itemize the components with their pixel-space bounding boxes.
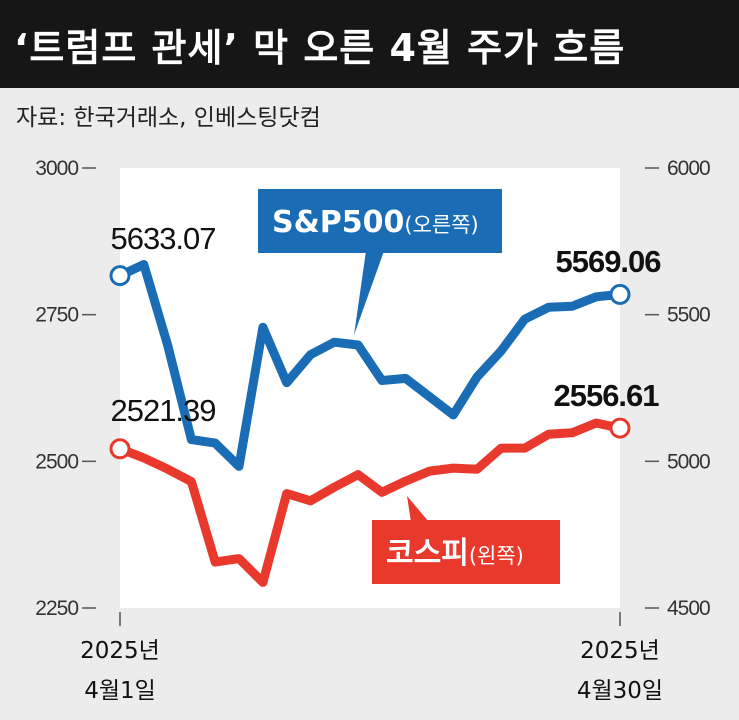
left-tick-label: 3000 — [35, 157, 78, 180]
sp500-callout-label: S&P500(오른쪽) — [272, 205, 479, 240]
kospi-end-value-label: 2556.61 — [553, 378, 659, 413]
right-tick-label: 5500 — [667, 304, 710, 327]
x-tick-label-day: 4월30일 — [577, 678, 663, 704]
source-note: 자료: 한국거래소, 인베스팅닷컴 — [16, 105, 321, 131]
kospi-callout-pointer — [407, 496, 429, 522]
right-tick-label: 5000 — [667, 450, 710, 473]
sp500-callout-name: S&P500 — [272, 205, 404, 240]
x-tick-label-day: 4월1일 — [84, 678, 156, 704]
kospi-start-value-label: 2521.39 — [110, 393, 215, 428]
kospi-start-marker — [109, 438, 131, 460]
axes: 3000 2750 2500 2250 6000 5500 5000 4500 2025년 4월1… — [35, 157, 711, 704]
sp500-end-value-label: 5569.06 — [555, 244, 661, 279]
left-tick-label: 2250 — [35, 597, 78, 620]
x-tick-label-year: 2025년 — [580, 638, 660, 664]
sp500-callout-axis-note: (오른쪽) — [404, 213, 478, 237]
sp500-line — [115, 260, 625, 471]
x-tick-label-year: 2025년 — [80, 638, 160, 664]
sp500-start-value-label: 5633.07 — [110, 221, 215, 256]
kospi-callout-name: 코스피 — [386, 536, 469, 571]
left-tick-label: 2500 — [35, 450, 78, 473]
kospi-line — [115, 418, 625, 587]
chart-title: ‘트럼프 관세’ 막 오른 4월 주가 흐름 — [0, 0, 739, 88]
right-tick-label: 4500 — [667, 597, 710, 620]
kospi-callout-box — [372, 520, 560, 584]
sp500-end-marker — [609, 283, 631, 305]
series-callouts: S&P500(오른쪽) 코스피(왼쪽) — [258, 189, 560, 584]
kospi-callout-axis-note: (왼쪽) — [469, 544, 524, 568]
kospi-callout-label: 코스피(왼쪽) — [386, 536, 524, 571]
sp500-callout-box — [258, 189, 502, 253]
left-tick-label: 2750 — [35, 304, 78, 327]
right-tick-label: 6000 — [667, 157, 710, 180]
value-labels: 5633.07 5569.06 2521.39 2556.61 — [110, 221, 662, 428]
sp500-start-marker — [109, 265, 131, 287]
kospi-end-marker — [609, 417, 631, 439]
sp500-callout-pointer — [354, 251, 384, 335]
series-lines — [109, 260, 631, 587]
